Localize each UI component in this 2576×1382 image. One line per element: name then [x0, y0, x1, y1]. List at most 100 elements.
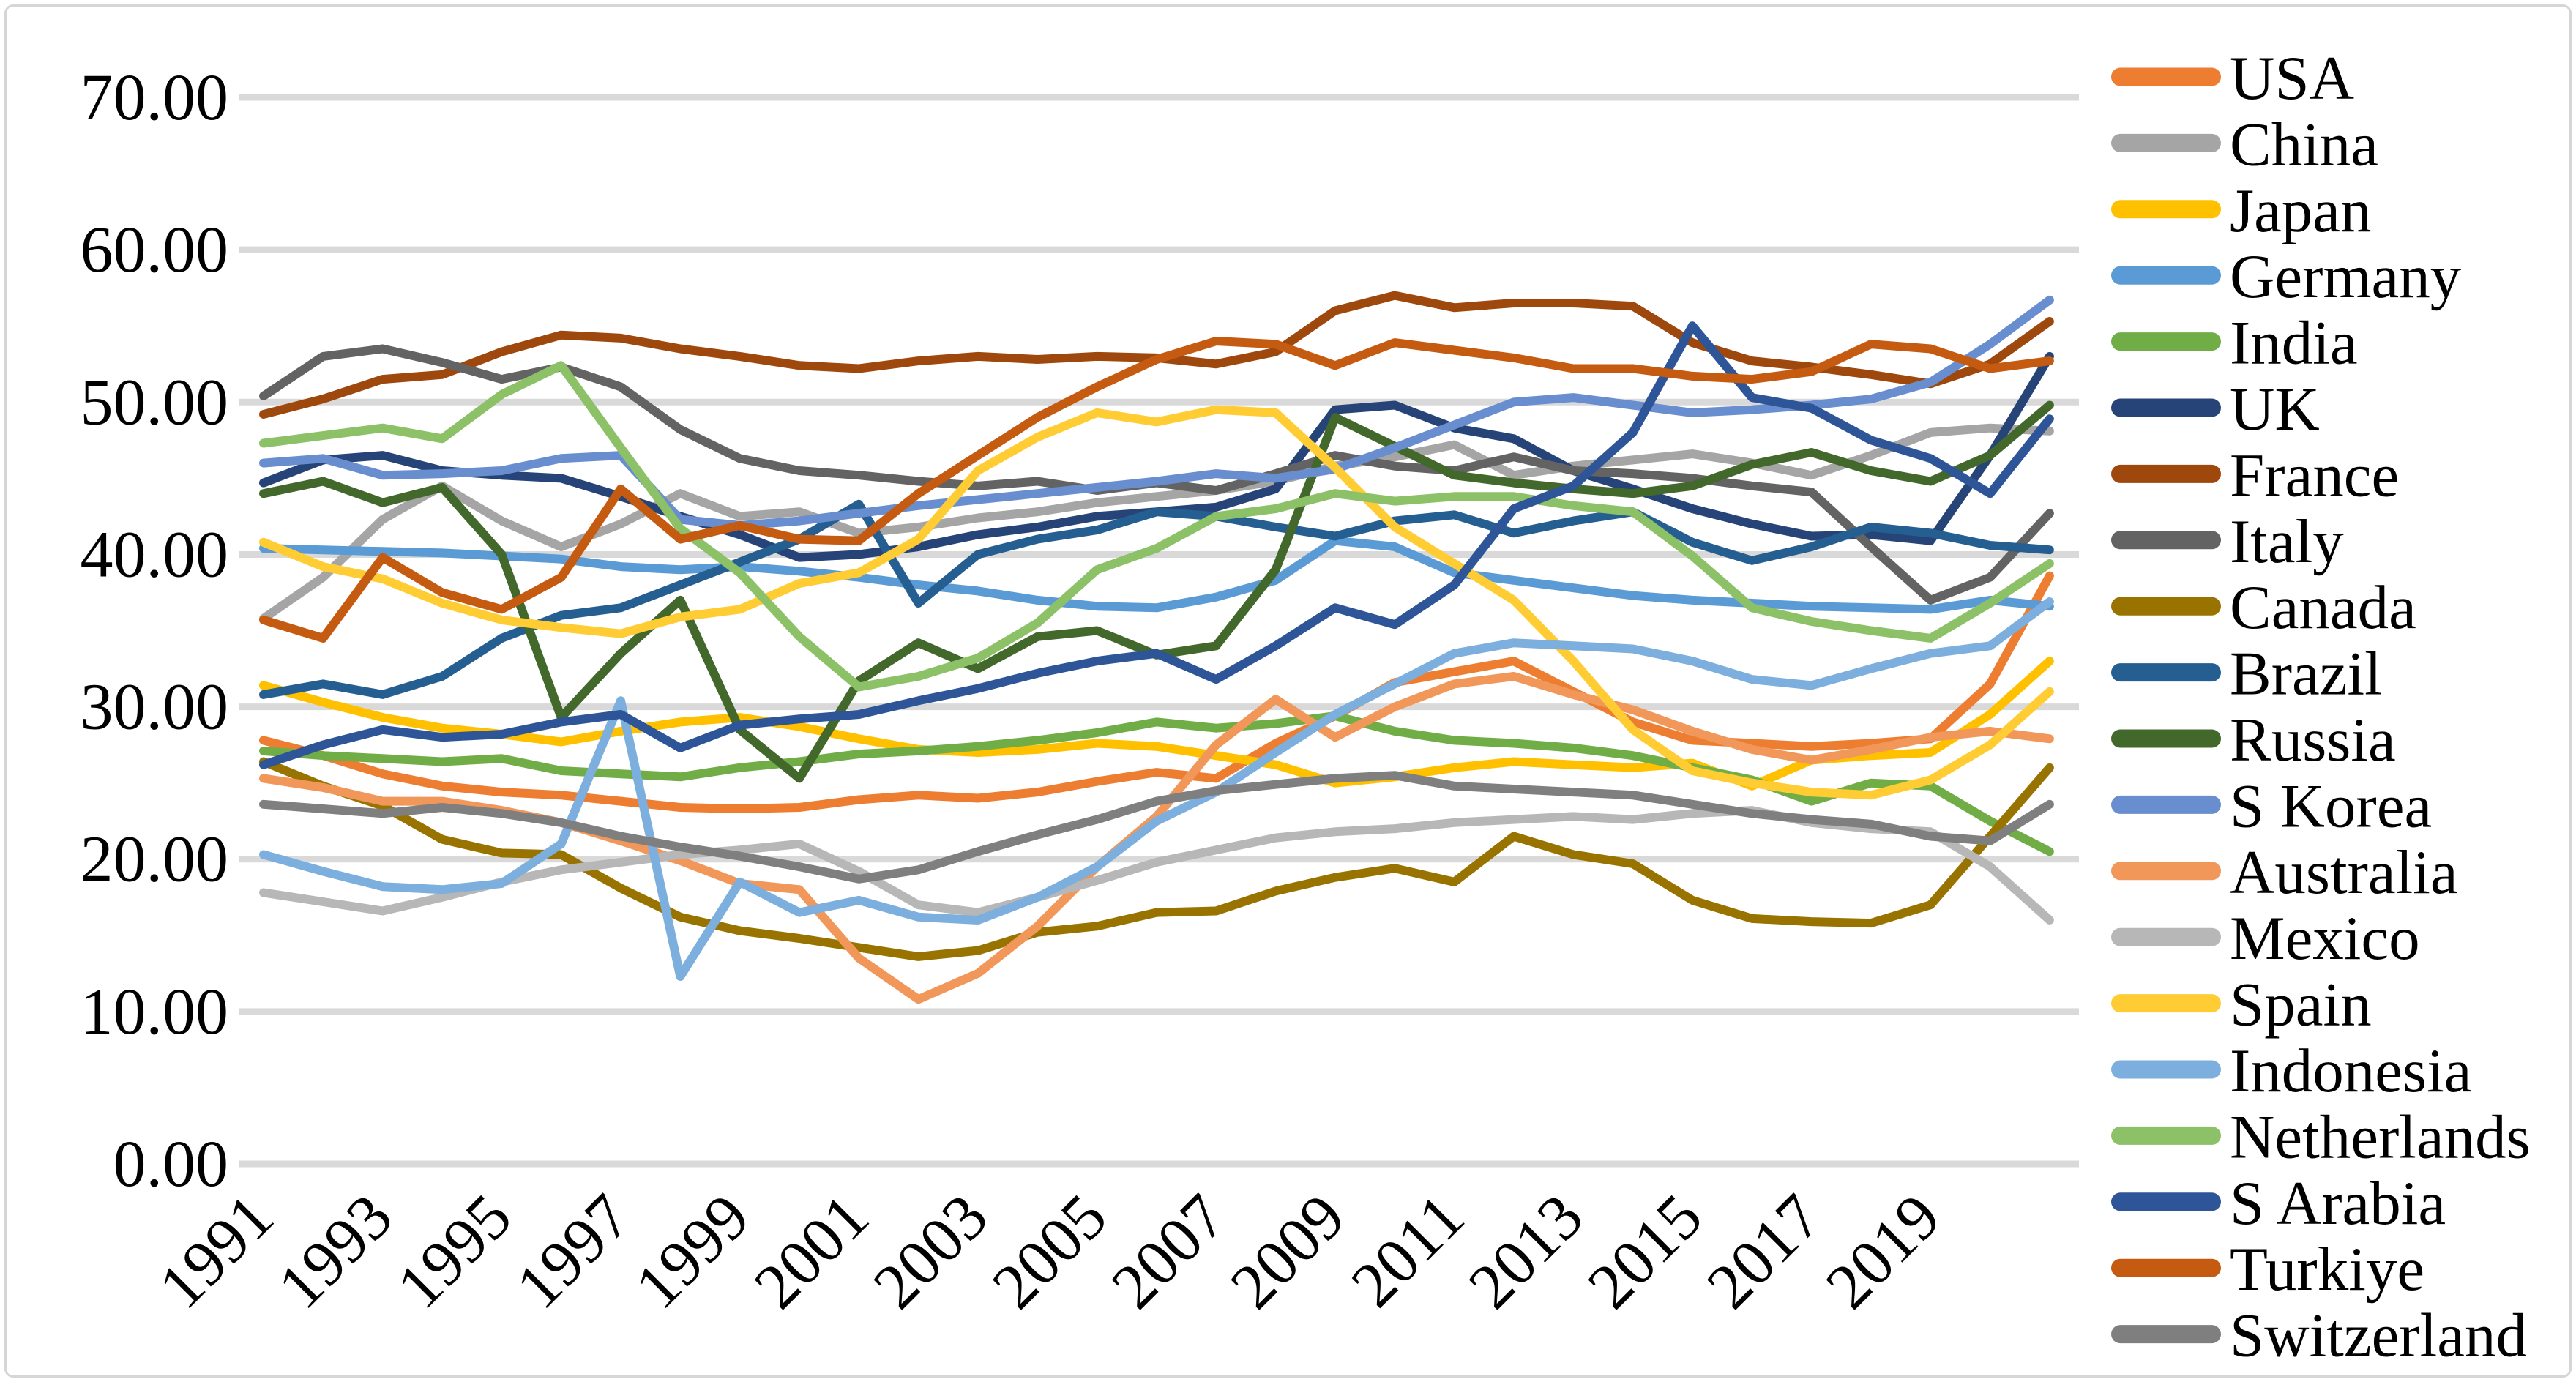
legend-label-usa: USA	[2230, 44, 2354, 113]
x-tick-label-2011: 2011	[1338, 1181, 1478, 1321]
x-tick-label-2001: 2001	[741, 1181, 882, 1323]
legend-swatch-india	[2111, 332, 2221, 351]
y-tick-label-30: 30.00	[81, 671, 229, 744]
series-lines	[259, 291, 2054, 1004]
legend-label-italy: Italy	[2230, 507, 2344, 576]
legend-item-indonesia: Indonesia	[2111, 1036, 2471, 1105]
x-tick-label-1995: 1995	[384, 1181, 525, 1323]
x-tick-label-2007: 2007	[1098, 1181, 1239, 1323]
legend-label-brazil: Brazil	[2230, 640, 2382, 709]
series-line-usa	[259, 571, 2054, 813]
legend-swatch-china	[2111, 133, 2221, 152]
x-tick-label-2019: 2019	[1812, 1181, 1954, 1323]
x-tick-label-2009: 2009	[1217, 1181, 1359, 1323]
legend-swatch-indonesia	[2111, 1060, 2221, 1079]
y-tick-label-70: 70.00	[81, 61, 229, 134]
legend-label-china: China	[2230, 110, 2378, 179]
series-line-canada	[259, 757, 2054, 961]
legend-swatch-uk	[2111, 398, 2221, 417]
legend-label-japan: Japan	[2230, 176, 2372, 245]
legend-item-netherlands: Netherlands	[2111, 1102, 2531, 1171]
x-tick-label-1999: 1999	[622, 1181, 764, 1323]
x-axis-labels: 1991199319951997199920012003200520072009…	[146, 1181, 1954, 1323]
x-tick-label-1991: 1991	[146, 1181, 287, 1323]
legend-item-mexico: Mexico	[2111, 904, 2420, 973]
legend-label-switzerland: Switzerland	[2230, 1301, 2527, 1370]
legend-item-spain: Spain	[2111, 971, 2372, 1039]
series-line-indonesia	[259, 597, 2054, 981]
legend-item-italy: Italy	[2111, 507, 2344, 576]
y-tick-label-50: 50.00	[81, 366, 229, 438]
legend-item-s-korea: S Korea	[2111, 772, 2432, 840]
series-line-netherlands	[259, 361, 2054, 692]
series-line-spain	[259, 405, 2054, 800]
legend-swatch-brazil	[2111, 663, 2221, 682]
series-line-turkiye	[259, 337, 2054, 643]
legend-item-germany: Germany	[2111, 242, 2462, 311]
series-line-s-korea	[259, 295, 2054, 530]
legend-item-usa: USA	[2111, 44, 2354, 113]
x-tick-label-2003: 2003	[860, 1181, 1001, 1323]
legend-swatch-spain	[2111, 994, 2221, 1013]
y-tick-label-40: 40.00	[81, 518, 229, 591]
y-tick-label-60: 60.00	[81, 214, 229, 286]
legend-label-turkiye: Turkiye	[2230, 1235, 2424, 1304]
legend-swatch-australia	[2111, 862, 2221, 881]
legend-label-france: France	[2230, 441, 2399, 509]
legend-item-australia: Australia	[2111, 838, 2458, 907]
legend-item-brazil: Brazil	[2111, 640, 2382, 709]
series-line-brazil	[259, 499, 2054, 699]
legend-label-mexico: Mexico	[2230, 904, 2420, 973]
x-tick-label-2005: 2005	[979, 1181, 1121, 1323]
x-tick-label-2013: 2013	[1455, 1181, 1597, 1323]
legend-item-turkiye: Turkiye	[2111, 1235, 2424, 1304]
legend-swatch-s-arabia	[2111, 1192, 2221, 1211]
legend-item-india: India	[2111, 309, 2358, 378]
legend-label-uk: UK	[2230, 375, 2320, 444]
x-tick-label-2015: 2015	[1575, 1181, 1716, 1323]
legend-item-china: China	[2111, 110, 2378, 179]
legend-swatch-canada	[2111, 597, 2221, 616]
legend-label-netherlands: Netherlands	[2230, 1102, 2531, 1171]
legend-label-india: India	[2230, 309, 2358, 378]
legend-swatch-usa	[2111, 67, 2221, 86]
legend-swatch-netherlands	[2111, 1126, 2221, 1145]
legend-label-russia: Russia	[2230, 706, 2396, 774]
legend-item-switzerland: Switzerland	[2111, 1301, 2527, 1370]
y-axis-labels: 0.00 10.00 20.00 30.00 40.00 50.00 60.00 70.00	[81, 61, 229, 1200]
series-line-switzerland	[259, 771, 2054, 884]
legend-label-germany: Germany	[2230, 242, 2462, 311]
legend-label-australia: Australia	[2230, 838, 2458, 907]
x-tick-label-1993: 1993	[265, 1181, 406, 1323]
y-tick-label-20: 20.00	[81, 823, 229, 896]
chart-border	[4, 4, 2572, 1378]
legend-swatch-france	[2111, 464, 2221, 483]
series-line-s-arabia	[259, 321, 2054, 769]
legend-swatch-italy	[2111, 531, 2221, 550]
legend: USAChinaJapanGermanyIndiaUKFranceItalyCa…	[2111, 44, 2531, 1370]
x-tick-label-1997: 1997	[503, 1181, 644, 1323]
legend-item-canada: Canada	[2111, 573, 2416, 642]
legend-label-canada: Canada	[2230, 573, 2416, 642]
legend-swatch-germany	[2111, 266, 2221, 285]
legend-swatch-japan	[2111, 200, 2221, 219]
legend-label-spain: Spain	[2230, 971, 2372, 1039]
legend-item-france: France	[2111, 441, 2399, 509]
legend-swatch-s-korea	[2111, 795, 2221, 814]
legend-item-uk: UK	[2111, 375, 2320, 444]
legend-label-s-arabia: S Arabia	[2230, 1169, 2446, 1238]
legend-item-japan: Japan	[2111, 176, 2372, 245]
legend-swatch-russia	[2111, 729, 2221, 748]
legend-swatch-turkiye	[2111, 1258, 2221, 1277]
y-tick-label-0: 0.00	[113, 1128, 229, 1200]
legend-label-s-korea: S Korea	[2230, 772, 2432, 840]
x-tick-label-2017: 2017	[1694, 1181, 1835, 1323]
legend-item-s-arabia: S Arabia	[2111, 1169, 2446, 1238]
legend-label-indonesia: Indonesia	[2230, 1036, 2471, 1105]
y-tick-label-10: 10.00	[81, 976, 229, 1048]
legend-swatch-mexico	[2111, 927, 2221, 946]
legend-swatch-switzerland	[2111, 1325, 2221, 1344]
legend-item-russia: Russia	[2111, 706, 2396, 774]
